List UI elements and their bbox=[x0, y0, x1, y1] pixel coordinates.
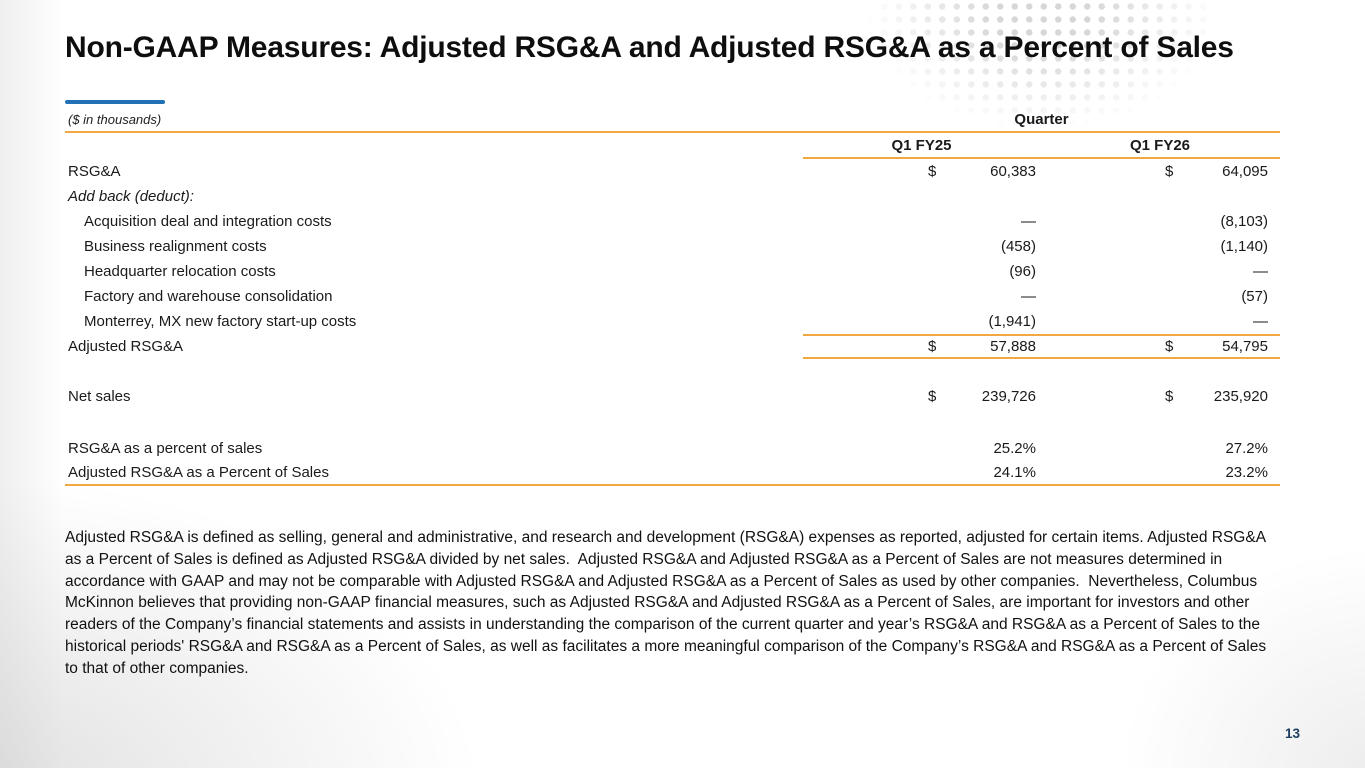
value-q1fy25: (96) bbox=[803, 259, 1040, 284]
value: 23.2% bbox=[1225, 464, 1268, 481]
row-label: Add back (deduct): bbox=[68, 188, 194, 205]
value: (8,103) bbox=[1220, 213, 1268, 230]
currency-symbol: $ bbox=[928, 338, 937, 355]
value-q1fy25: — bbox=[803, 209, 1040, 234]
value: — bbox=[1021, 288, 1036, 305]
value-q1fy26: $235,920 bbox=[1040, 384, 1280, 409]
value-q1fy25: 24.1% bbox=[803, 461, 1040, 484]
value: — bbox=[1253, 313, 1268, 330]
row-label: Adjusted RSG&A bbox=[68, 338, 184, 355]
table-row-business-realignment: Business realignment costs (458) (1,140) bbox=[65, 234, 1280, 259]
row-label: Acquisition deal and integration costs bbox=[84, 213, 332, 230]
table-row-acquisition-costs: Acquisition deal and integration costs —… bbox=[65, 209, 1280, 234]
value: 64,095 bbox=[1222, 163, 1268, 180]
non-gaap-definition-footnote: Adjusted RSG&A is defined as selling, ge… bbox=[65, 529, 1271, 677]
row-label: Business realignment costs bbox=[84, 238, 267, 255]
value-q1fy26: — bbox=[1040, 259, 1280, 284]
value-q1fy26: (57) bbox=[1040, 284, 1280, 309]
table-row-rsga-percent-of-sales: RSG&A as a percent of sales 25.2% 27.2% bbox=[65, 436, 1280, 461]
table-row-adjusted-rsga: Adjusted RSG&A $57,888 $54,795 bbox=[65, 334, 1280, 359]
table-row-adjusted-rsga-percent-of-sales: Adjusted RSG&A as a Percent of Sales 24.… bbox=[65, 461, 1280, 486]
value: (57) bbox=[1241, 288, 1268, 305]
row-label: Factory and warehouse consolidation bbox=[84, 288, 333, 305]
value: 54,795 bbox=[1222, 338, 1268, 355]
value-q1fy25: (1,941) bbox=[803, 309, 1040, 334]
value: (1,941) bbox=[988, 313, 1036, 330]
group-header-quarter: Quarter bbox=[1014, 111, 1069, 128]
table-row-add-back-deduct: Add back (deduct): bbox=[65, 184, 1280, 209]
value: 24.1% bbox=[993, 464, 1036, 481]
value: (1,140) bbox=[1220, 238, 1268, 255]
page-number: 13 bbox=[1284, 726, 1300, 741]
table-row-factory-warehouse-consolidation: Factory and warehouse consolidation — (5… bbox=[65, 284, 1280, 309]
value: 235,920 bbox=[1213, 388, 1268, 405]
value-q1fy26: 23.2% bbox=[1040, 461, 1280, 484]
table-row-headquarter-relocation: Headquarter relocation costs (96) — bbox=[65, 259, 1280, 284]
table-row-net-sales: Net sales $239,726 $235,920 bbox=[65, 384, 1280, 409]
value-q1fy26: $54,795 bbox=[1040, 334, 1280, 359]
row-label: Monterrey, MX new factory start-up costs bbox=[84, 313, 357, 330]
title-accent-line bbox=[65, 100, 165, 104]
value-q1fy26: — bbox=[1040, 309, 1280, 334]
value: 57,888 bbox=[990, 338, 1036, 355]
value: 60,383 bbox=[990, 163, 1036, 180]
value: — bbox=[1253, 263, 1268, 280]
value-q1fy25: $239,726 bbox=[803, 384, 1040, 409]
value-q1fy25: (458) bbox=[803, 234, 1040, 259]
value: 27.2% bbox=[1225, 440, 1268, 457]
row-label: RSG&A bbox=[68, 163, 121, 180]
value: 25.2% bbox=[993, 440, 1036, 457]
currency-symbol: $ bbox=[928, 163, 937, 180]
value: (96) bbox=[1009, 263, 1036, 280]
row-label: Net sales bbox=[68, 388, 131, 405]
value-q1fy25 bbox=[803, 184, 1040, 209]
table-row-monterrey-startup: Monterrey, MX new factory start-up costs… bbox=[65, 309, 1280, 334]
value-q1fy26 bbox=[1040, 184, 1280, 209]
units-note: ($ in thousands) bbox=[68, 112, 162, 127]
column-header-q1fy26: Q1 FY26 bbox=[1040, 133, 1280, 159]
value-q1fy26: (1,140) bbox=[1040, 234, 1280, 259]
value: — bbox=[1021, 213, 1036, 230]
value: 239,726 bbox=[981, 388, 1036, 405]
value-q1fy26: (8,103) bbox=[1040, 209, 1280, 234]
value-q1fy26: $64,095 bbox=[1040, 159, 1280, 184]
table-row-rsga: RSG&A $60,383 $64,095 bbox=[65, 159, 1280, 184]
table-column-header-row: Q1 FY25 Q1 FY26 bbox=[65, 133, 1280, 159]
currency-symbol: $ bbox=[928, 388, 937, 405]
non-gaap-table: ($ in thousands) Quarter Q1 FY25 Q1 FY26… bbox=[65, 110, 1280, 486]
value-q1fy25: — bbox=[803, 284, 1040, 309]
value-q1fy26: 27.2% bbox=[1040, 436, 1280, 461]
halftone-dots-decoration bbox=[848, 0, 1223, 142]
page-title: Non-GAAP Measures: Adjusted RSG&A and Ad… bbox=[65, 31, 1234, 64]
column-header-q1fy25: Q1 FY25 bbox=[803, 133, 1040, 159]
currency-symbol: $ bbox=[1165, 163, 1174, 180]
value: (458) bbox=[1000, 238, 1036, 255]
currency-symbol: $ bbox=[1165, 338, 1174, 355]
row-label: Adjusted RSG&A as a Percent of Sales bbox=[68, 464, 329, 481]
value-q1fy25: 25.2% bbox=[803, 436, 1040, 461]
row-label: Headquarter relocation costs bbox=[84, 263, 276, 280]
table-group-header-row: ($ in thousands) Quarter bbox=[65, 110, 1280, 133]
value-q1fy25: $57,888 bbox=[803, 334, 1040, 359]
currency-symbol: $ bbox=[1165, 388, 1174, 405]
value-q1fy25: $60,383 bbox=[803, 159, 1040, 184]
row-label: RSG&A as a percent of sales bbox=[68, 440, 263, 457]
